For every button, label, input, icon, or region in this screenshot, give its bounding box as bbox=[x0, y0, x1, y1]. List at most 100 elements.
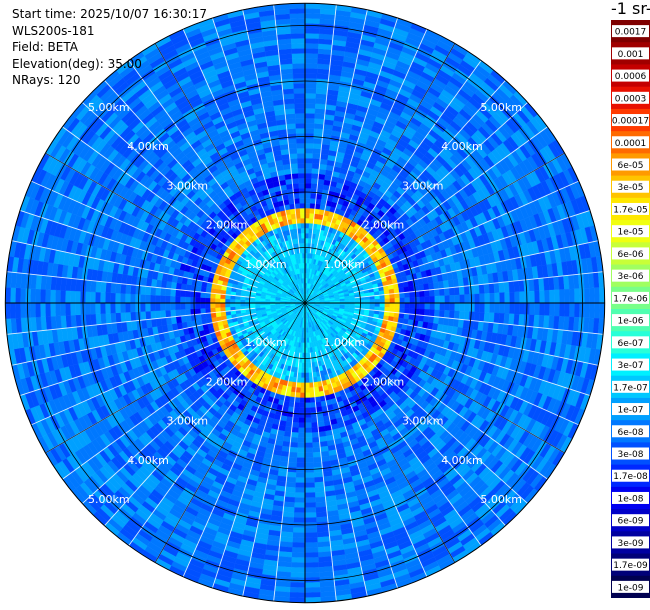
range-gate bbox=[304, 562, 320, 568]
range-gate bbox=[463, 311, 470, 321]
range-gate bbox=[304, 167, 313, 174]
range-gate bbox=[293, 517, 306, 523]
range-gate bbox=[304, 587, 321, 593]
range-gate bbox=[311, 178, 319, 184]
range-gate bbox=[304, 68, 318, 74]
range-gate bbox=[468, 311, 475, 321]
range-gate bbox=[283, 501, 295, 508]
range-gate bbox=[304, 417, 312, 424]
range-gate bbox=[449, 295, 456, 304]
range-gate bbox=[314, 108, 326, 115]
range-gate bbox=[304, 53, 319, 59]
range-gate bbox=[304, 407, 311, 414]
range-gate bbox=[484, 302, 490, 313]
range-gate bbox=[304, 387, 310, 394]
range-gate bbox=[443, 310, 450, 319]
range-gate bbox=[374, 302, 381, 308]
range-gate bbox=[394, 297, 401, 304]
range-gate bbox=[304, 382, 310, 389]
range-gate bbox=[414, 302, 421, 310]
range-gate bbox=[304, 187, 312, 194]
range-gate bbox=[304, 202, 311, 209]
range-gate bbox=[289, 587, 306, 593]
range-gate bbox=[554, 302, 560, 317]
range-gate bbox=[314, 491, 326, 498]
range-gate bbox=[295, 482, 306, 488]
range-gate bbox=[304, 477, 315, 483]
range-gate bbox=[369, 302, 376, 307]
range-gate bbox=[529, 302, 535, 316]
range-gate bbox=[409, 302, 416, 309]
range-gate bbox=[297, 442, 306, 449]
range-gate bbox=[464, 294, 470, 304]
range-gate bbox=[304, 517, 317, 523]
range-gate bbox=[464, 302, 470, 312]
range-gate bbox=[313, 128, 324, 135]
range-gate bbox=[454, 302, 460, 312]
range-gate bbox=[484, 293, 490, 304]
range-gate bbox=[429, 302, 436, 310]
range-gate bbox=[296, 462, 306, 468]
range-gate bbox=[304, 98, 316, 104]
range-gate bbox=[434, 288, 440, 297]
range-gate bbox=[295, 477, 306, 483]
range-gate bbox=[304, 547, 319, 553]
range-gate bbox=[379, 302, 386, 308]
range-gate bbox=[295, 467, 306, 473]
range-gate bbox=[304, 572, 320, 578]
range-gate bbox=[304, 427, 312, 434]
range-gate bbox=[301, 367, 306, 374]
range-gate bbox=[292, 532, 306, 538]
range-gate bbox=[304, 192, 311, 199]
range-gate bbox=[349, 297, 356, 301]
range-gate bbox=[559, 289, 565, 304]
range-gate bbox=[304, 38, 320, 44]
range-gate bbox=[429, 296, 436, 304]
range-gate bbox=[315, 193, 323, 200]
range-gate bbox=[304, 367, 309, 374]
range-gate bbox=[504, 292, 510, 304]
range-gate bbox=[312, 441, 321, 448]
range-gate bbox=[474, 293, 480, 304]
range-gate bbox=[304, 123, 315, 129]
range-gate bbox=[304, 162, 313, 169]
range-gate bbox=[304, 138, 314, 144]
range-gate bbox=[304, 93, 317, 99]
range-gate bbox=[493, 312, 500, 324]
range-gate bbox=[288, 456, 298, 463]
range-gate bbox=[304, 172, 312, 179]
range-gate bbox=[312, 456, 322, 463]
range-gate bbox=[304, 397, 311, 404]
range-gate bbox=[291, 557, 306, 563]
range-gate bbox=[293, 507, 306, 513]
range-gate bbox=[404, 297, 411, 304]
range-gate bbox=[299, 392, 306, 399]
range-gate bbox=[304, 58, 318, 64]
range-gate bbox=[364, 299, 371, 304]
range-gate bbox=[304, 487, 316, 493]
range-gate bbox=[424, 296, 431, 304]
range-gate bbox=[499, 302, 505, 314]
range-gate bbox=[291, 552, 306, 558]
range-gate bbox=[304, 552, 319, 558]
range-gate bbox=[448, 287, 455, 296]
range-gate bbox=[399, 297, 406, 304]
range-gate bbox=[304, 227, 310, 234]
range-gate bbox=[408, 313, 415, 321]
range-gate bbox=[300, 377, 306, 384]
range-gate bbox=[599, 287, 605, 304]
range-gate bbox=[503, 313, 510, 325]
range-gate bbox=[304, 567, 320, 573]
range-gate bbox=[574, 288, 580, 304]
range-gate bbox=[296, 452, 306, 458]
range-gate bbox=[539, 290, 545, 304]
range-gate bbox=[316, 416, 324, 423]
range-gate bbox=[304, 48, 319, 54]
range-gate bbox=[304, 502, 316, 508]
range-gate bbox=[304, 113, 316, 119]
ppi-plot: 1.00km1.00km1.00km1.00km2.00km2.00km2.00… bbox=[4, 2, 606, 604]
range-gate bbox=[304, 153, 313, 159]
range-gate bbox=[304, 212, 310, 219]
range-gate bbox=[297, 432, 306, 439]
range-gate bbox=[312, 451, 322, 458]
